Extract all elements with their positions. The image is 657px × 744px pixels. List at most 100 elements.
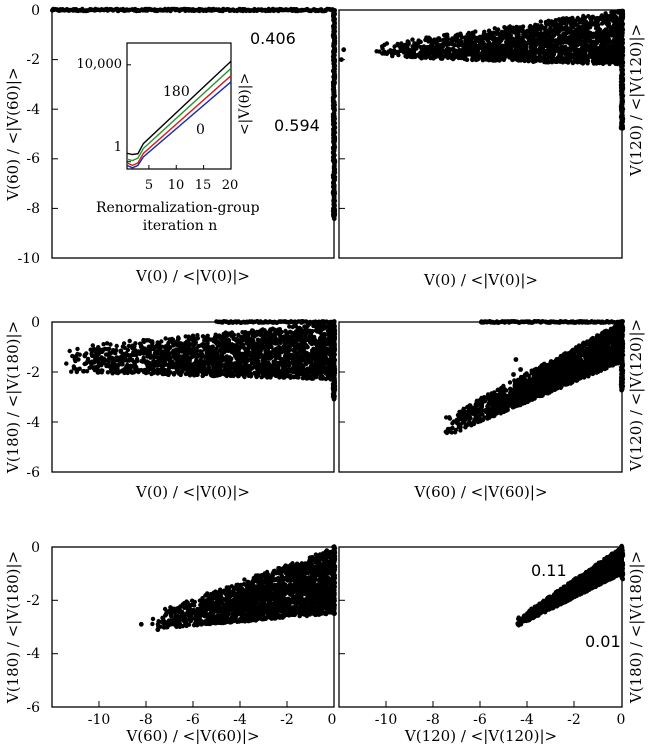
data-point <box>85 358 90 364</box>
data-point <box>277 327 282 332</box>
data-point <box>545 22 550 27</box>
data-point <box>594 18 599 23</box>
data-point <box>316 351 322 356</box>
data-point <box>84 369 90 374</box>
data-point <box>312 363 317 368</box>
data-point <box>524 29 529 35</box>
data-point <box>153 360 158 365</box>
data-point <box>215 341 221 346</box>
data-point <box>380 46 385 51</box>
data-point <box>331 397 337 402</box>
data-point <box>284 363 290 368</box>
data-point <box>418 50 423 55</box>
data-point <box>285 334 290 339</box>
data-point <box>324 361 329 366</box>
data-point <box>465 50 471 55</box>
data-point <box>277 340 282 345</box>
data-point <box>183 362 188 367</box>
data-point <box>309 348 315 353</box>
data-point <box>496 46 502 51</box>
data-point <box>534 30 539 36</box>
data-point <box>443 52 448 57</box>
data-point <box>220 341 225 346</box>
data-point <box>113 362 118 368</box>
data-point <box>486 28 492 33</box>
data-point <box>257 340 263 345</box>
data-point <box>546 46 551 52</box>
data-point <box>589 17 594 23</box>
data-point <box>579 29 585 35</box>
data-point <box>273 349 279 354</box>
data-point <box>140 359 146 364</box>
data-point <box>602 17 607 22</box>
data-point <box>139 343 144 348</box>
data-point <box>431 56 436 61</box>
data-point <box>489 55 495 60</box>
data-point <box>267 362 272 367</box>
data-point <box>175 337 181 342</box>
data-point <box>176 366 181 371</box>
data-point <box>577 20 583 25</box>
data-point <box>269 340 274 345</box>
data-point <box>570 15 575 21</box>
data-point <box>268 331 273 336</box>
data-point <box>215 355 221 360</box>
data-point <box>212 334 218 340</box>
data-point <box>539 23 544 29</box>
data-point <box>460 51 465 56</box>
data-point <box>123 351 129 356</box>
data-point <box>278 333 283 339</box>
data-point <box>293 366 298 371</box>
data-point <box>528 35 533 40</box>
data-point <box>493 50 499 56</box>
data-point <box>295 337 301 342</box>
data-point <box>288 375 293 380</box>
data-point <box>575 29 580 34</box>
data-point <box>471 54 476 60</box>
data-point <box>221 355 227 361</box>
inset-plot: 5 10 15 20 1 10,000 180 0 Renormalizatio… <box>77 42 260 234</box>
y-tick-label: -6 <box>26 151 40 167</box>
data-point <box>581 13 586 19</box>
data-point <box>567 26 572 32</box>
data-point <box>72 357 78 362</box>
data-point <box>92 368 98 373</box>
panel-top-right: V(0) / <|V(0)|> V(120) / <|V(120)|> <box>338 8 645 289</box>
data-point <box>549 54 555 60</box>
data-point <box>191 371 197 377</box>
data-point <box>125 358 130 363</box>
data-point <box>605 59 611 64</box>
data-point <box>89 353 95 358</box>
data-point <box>399 48 404 53</box>
data-point <box>299 355 304 360</box>
data-point <box>508 28 514 34</box>
data-point <box>467 33 473 38</box>
y-tick-label: 0 <box>31 3 40 19</box>
data-point <box>162 344 168 349</box>
y-axis-label: V(120) / <|V(120)|> <box>627 24 645 177</box>
data-point <box>520 50 525 55</box>
data-point <box>559 21 564 26</box>
data-point <box>311 340 316 345</box>
inset-x-label-line1: Renormalization-group <box>96 200 260 216</box>
data-point <box>168 360 173 366</box>
data-point <box>233 369 239 375</box>
data-point <box>202 354 208 359</box>
data-point <box>227 355 232 360</box>
data-point <box>571 37 576 43</box>
data-point <box>562 45 567 50</box>
data-point <box>430 41 435 46</box>
data-point <box>467 39 473 44</box>
data-point <box>452 55 457 60</box>
data-point <box>206 361 211 366</box>
data-point <box>95 364 101 369</box>
data-point <box>495 57 501 63</box>
data-point <box>199 360 205 366</box>
data-point <box>96 345 101 350</box>
data-point <box>446 53 452 59</box>
panel-middle-left: 0 -2 -4 -6 V(0) / <|V(0)|> V(180) / <|V(… <box>4 315 338 501</box>
data-point <box>222 372 228 377</box>
data-point <box>520 29 525 34</box>
data-point <box>130 345 135 351</box>
data-point <box>69 369 74 374</box>
